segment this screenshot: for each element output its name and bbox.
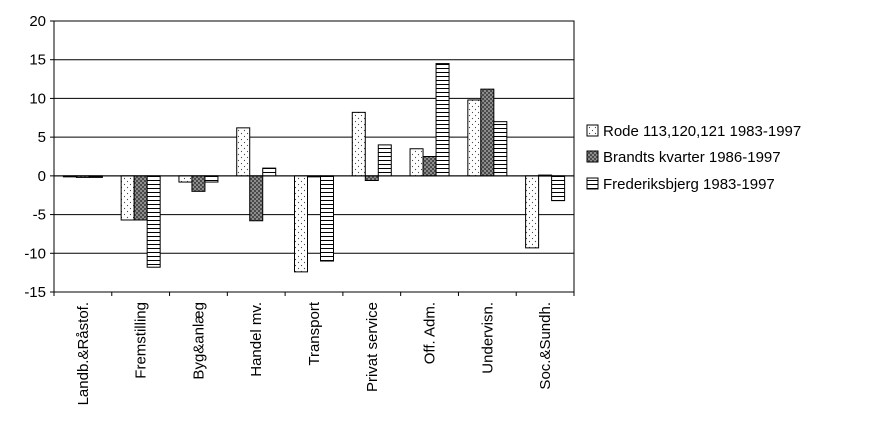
- y-tick-label: -10: [24, 245, 46, 262]
- legend-label: Brandts kvarter 1986-1997: [603, 149, 781, 166]
- legend: Rode 113,120,121 1983-1997 Brandts kvarte…: [586, 123, 801, 193]
- bar: [320, 175, 334, 262]
- bar: [178, 175, 193, 183]
- y-tick-label: 10: [29, 90, 46, 107]
- x-tick-label: Transport: [306, 301, 323, 365]
- legend-label: Rode 113,120,121 1983-1997: [603, 123, 801, 140]
- y-tick-label: -5: [33, 207, 46, 224]
- y-tick-label: 20: [29, 13, 46, 30]
- bar: [146, 175, 161, 268]
- bar: [236, 127, 251, 177]
- x-tick-label: Off. Adm.: [422, 302, 439, 364]
- y-tick-label: 0: [38, 168, 46, 185]
- bar: [409, 148, 424, 177]
- bar: [204, 175, 219, 183]
- bar: [480, 88, 495, 177]
- bar: [467, 99, 482, 177]
- bar: [351, 111, 366, 177]
- x-tick-label: Soc.&Sundh.: [537, 302, 554, 390]
- x-tick-label: Handel mv.: [248, 302, 265, 377]
- bar: [493, 121, 508, 177]
- bar: [249, 175, 264, 222]
- bar: [120, 175, 135, 221]
- bar: [294, 175, 308, 273]
- x-axis-ticks: Landb.&Råstof. Fremstilling Byg&anlæg Hande…: [53, 292, 575, 405]
- x-tick-label: Landb.&Råstof.: [75, 302, 92, 405]
- plot-area: [53, 20, 575, 293]
- x-tick-label: Undervisn.: [479, 302, 496, 374]
- x-tick-label: Fremstilling: [133, 302, 150, 379]
- bar: [191, 175, 206, 192]
- y-tick-label: 5: [38, 129, 46, 146]
- bars: [62, 63, 566, 273]
- y-axis-ticks: -15 -10 -5 0 5 10 15 20: [24, 13, 54, 301]
- y-tick-label: -15: [24, 284, 46, 301]
- legend-swatch: [586, 124, 599, 137]
- x-tick-label: Byg&anlæg: [190, 302, 207, 380]
- bar: [377, 144, 392, 177]
- bar: [364, 175, 379, 182]
- bar: [435, 63, 450, 177]
- bar: [262, 167, 277, 177]
- y-tick-label: 15: [29, 52, 46, 69]
- legend-label: Frederiksbjerg 1983-1997: [603, 176, 775, 193]
- bar: [551, 175, 566, 202]
- legend-swatch: [586, 177, 599, 190]
- bar: [525, 175, 540, 249]
- bar: [422, 156, 437, 177]
- x-tick-label: Privat service: [364, 302, 381, 392]
- legend-swatch: [586, 150, 599, 163]
- bar: [133, 175, 148, 221]
